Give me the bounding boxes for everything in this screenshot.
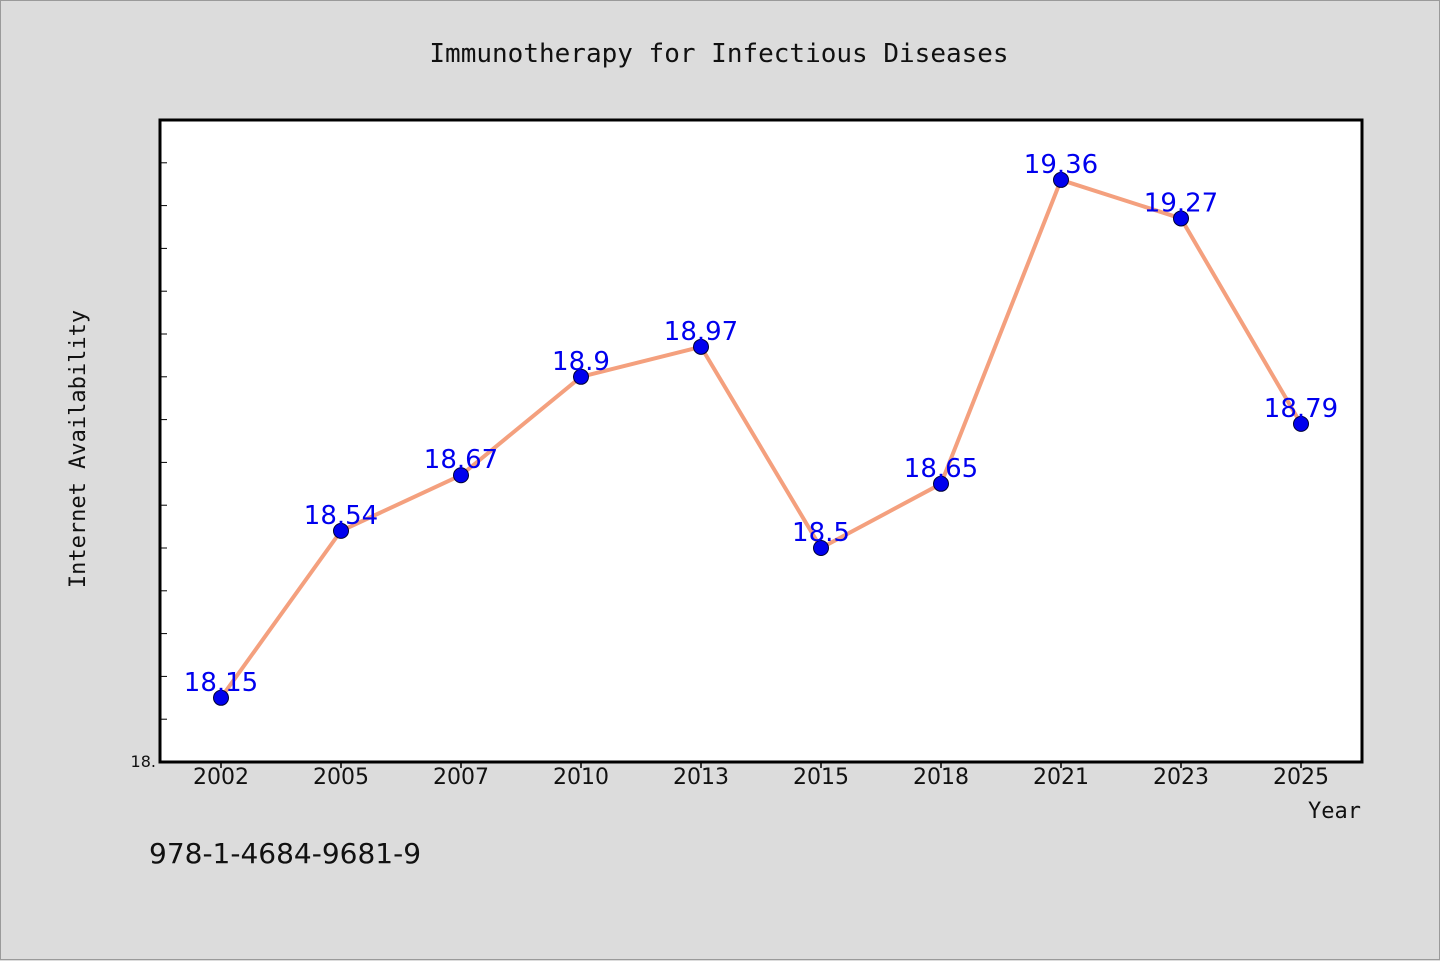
x-tick-label: 2021: [1033, 765, 1089, 790]
data-label-2021: 19.36: [1024, 150, 1098, 180]
x-axis-ticks: 2002 2005 2007 2010 2013 2015 2018 2021 2023 2025: [193, 762, 1329, 790]
data-point-2021: [1053, 171, 1069, 188]
chart-title: Immunotherapy for Infectious Diseases: [429, 39, 1008, 69]
x-tick-label: 2010: [553, 765, 609, 790]
data-point-2002: [213, 689, 229, 706]
data-label-2013: 18.97: [664, 317, 738, 347]
y-axis-label: Internet Availability: [66, 310, 91, 588]
footer-code: 978-1-4684-9681-9: [149, 837, 421, 870]
x-tick-label: 2013: [673, 765, 729, 790]
data-point-2013: [693, 338, 709, 355]
x-tick-label: 2007: [433, 765, 489, 790]
x-tick-label: 2002: [193, 765, 249, 790]
x-tick-label: 2015: [793, 765, 849, 790]
y-axis-ticks: 18.: [131, 162, 167, 771]
data-label-2018: 18.65: [904, 454, 978, 484]
data-point-2015: [813, 540, 829, 556]
x-axis-label: Year: [1308, 799, 1361, 824]
data-labels-group: 18.15 18.54 18.67 18.9 18.97 18.5 18.65 19.36 19…: [184, 150, 1338, 698]
y-tick-label: 18.: [131, 752, 156, 771]
data-label-2010: 18.9: [552, 347, 610, 377]
series-line: [219, 177, 1303, 699]
data-label-2015: 18.5: [792, 518, 850, 548]
data-label-2023: 19.27: [1144, 188, 1218, 218]
data-point-2025: [1293, 415, 1309, 432]
plot-area: [158, 118, 1364, 764]
x-tick-label: 2025: [1273, 765, 1329, 790]
data-point-2010: [573, 368, 589, 385]
data-label-2002: 18.15: [184, 668, 258, 698]
data-point-2018: [933, 475, 949, 492]
data-point-2007: [453, 467, 469, 484]
data-point-2023: [1173, 210, 1189, 227]
data-point-2005: [333, 522, 349, 539]
x-tick-label: 2023: [1153, 765, 1209, 790]
data-label-2025: 18.79: [1264, 394, 1338, 424]
data-label-2005: 18.54: [304, 501, 378, 531]
series-line-group: [213, 171, 1309, 706]
x-tick-label: 2005: [313, 765, 369, 790]
data-label-2007: 18.67: [424, 445, 498, 475]
x-tick-label: 2018: [913, 765, 969, 790]
